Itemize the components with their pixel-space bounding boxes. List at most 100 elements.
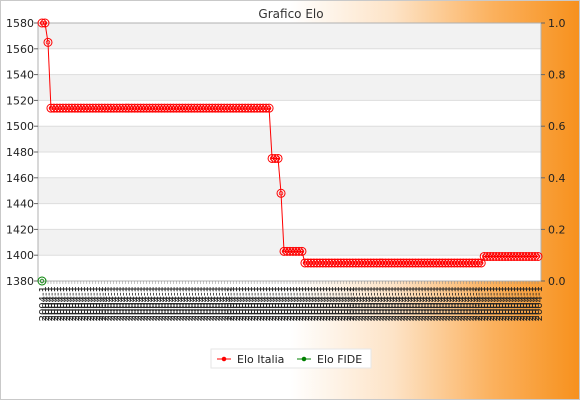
- elo-italia-point: [297, 246, 307, 256]
- x-tick-label: 2004-1: [178, 286, 189, 321]
- plot-band: [38, 152, 541, 178]
- x-tick-label: 2004-1: [358, 286, 369, 321]
- x-tick-label: 2004-1: [68, 286, 79, 321]
- x-tick-label: 2004-1: [379, 286, 390, 321]
- x-tick-label: 2004-1: [283, 286, 294, 321]
- x-tick-label: 2004-1: [328, 286, 339, 321]
- x-tick-label: 2004-1: [352, 286, 363, 321]
- elo-italia-point-inner: [266, 105, 272, 111]
- x-tick-label: 2004-1: [453, 286, 464, 321]
- elo-italia-point: [264, 103, 274, 113]
- x-tick-label: 2004-1: [388, 286, 399, 321]
- x-tick-label: 2004-1: [397, 286, 408, 321]
- x-tick-label: 2004-1: [462, 286, 473, 321]
- y-right-tick-label: 0.8: [548, 69, 566, 82]
- x-tick-label: 2004-1: [62, 286, 73, 321]
- x-tick-label: 2004-1: [507, 286, 518, 321]
- y-right-tick-label: 1.0: [548, 17, 566, 30]
- x-tick-label: 2004-1: [169, 286, 180, 321]
- legend-item-elo-italia: Elo Italia: [217, 353, 284, 366]
- x-tick-label: 2004-1: [468, 286, 479, 321]
- y-left-tick-label: 1520: [6, 94, 34, 107]
- plot-band: [38, 126, 541, 152]
- legend-marker-icon: [301, 356, 307, 362]
- x-tick-label: 2004-1: [343, 286, 354, 321]
- x-tick-label: 2004-1: [450, 286, 461, 321]
- x-tick-label: 2004-1: [420, 286, 431, 321]
- x-tick-label: 2004-1: [271, 286, 282, 321]
- x-tick-label: 2004-1: [232, 286, 243, 321]
- x-tick-label: 2004-1: [196, 286, 207, 321]
- x-tick-label: 2004-1: [313, 286, 324, 321]
- elo-italia-point-inner: [535, 254, 541, 259]
- elo-fide-point: [37, 276, 47, 286]
- x-tick-label: 2004-1: [163, 286, 174, 321]
- x-tick-label: 2004-1: [172, 286, 183, 321]
- x-tick-label: 2004-1: [184, 286, 195, 321]
- x-tick-label: 2004-1: [322, 286, 333, 321]
- x-tick-label: 2004-1: [101, 286, 112, 321]
- x-tick-label: 2004-1: [519, 286, 530, 321]
- x-tick-label: 2004-1: [175, 286, 186, 321]
- x-tick-label: 2004-1: [149, 286, 160, 321]
- y-left-tick-label: 1480: [6, 146, 34, 159]
- x-tick-label: 2004-1: [364, 286, 375, 321]
- x-tick-label: 2004-1: [307, 286, 318, 321]
- x-tick-label: 2004-1: [202, 286, 213, 321]
- x-tick-label: 2004-1: [361, 286, 372, 321]
- x-tick-label: 2004-1: [489, 286, 500, 321]
- x-tick-label: 2004-1: [80, 286, 91, 321]
- x-tick-label: 2004-1: [400, 286, 411, 321]
- x-tick-label: 2004-1: [44, 286, 55, 321]
- x-tick-label: 2004-1: [166, 286, 177, 321]
- elo-italia-point-inner: [272, 156, 278, 161]
- x-tick-label: 2004-1: [304, 286, 315, 321]
- x-tick-label: 2004-1: [429, 286, 440, 321]
- chart-title: Grafico Elo: [258, 7, 323, 21]
- x-tick-label: 2004-1: [140, 286, 151, 321]
- x-tick-label: 2004-1: [190, 286, 201, 321]
- x-tick-label: 2004-1: [205, 286, 216, 321]
- x-tick-label: 2004-1: [47, 286, 58, 321]
- elo-italia-point-inner: [39, 20, 45, 26]
- x-tick-label: 2004-1: [104, 286, 115, 321]
- x-tick-label: 2004-1: [370, 286, 381, 321]
- x-tick-label: 2004-1: [238, 286, 249, 321]
- x-tick-label: 2004-1: [301, 286, 312, 321]
- x-tick-label: 2004-1: [128, 286, 139, 321]
- x-tick-label: 2004-1: [477, 286, 488, 321]
- x-tick-label: 2004-1: [340, 286, 351, 321]
- x-tick-label: 2004-1: [411, 286, 422, 321]
- x-tick-label: 2004-1: [376, 286, 387, 321]
- elo-italia-series: [37, 18, 543, 268]
- x-tick-label: 2004-1: [143, 286, 154, 321]
- x-tick-label: 2004-1: [292, 286, 303, 321]
- elo-italia-point: [40, 18, 50, 28]
- elo-italia-point: [261, 103, 271, 113]
- y-axis-left: 1380 1400 1420 1440 1460 1480 1500 1520 1540 1560…: [6, 17, 38, 288]
- x-tick-label: 2004-1: [406, 286, 417, 321]
- x-tick-label: 2004-1: [158, 286, 169, 321]
- x-tick-label: 2004-1: [86, 286, 97, 321]
- x-tick-label: 2004-1: [253, 286, 264, 321]
- x-tick-label: 2004-1: [289, 286, 300, 321]
- series-layer: [37, 18, 543, 286]
- elo-italia-point: [530, 251, 540, 261]
- plot-band: [38, 48, 541, 75]
- plot-band: [38, 23, 541, 49]
- elo-italia-point-inner: [476, 260, 481, 266]
- y-right-tick-label: 0.4: [548, 172, 566, 185]
- x-tick-label: 2004-1: [423, 286, 434, 321]
- elo-italia-point-inner: [299, 249, 305, 254]
- elo-italia-point-inner: [263, 105, 269, 111]
- x-tick-label: 2004-1: [501, 286, 512, 321]
- x-tick-label: 2004-1: [486, 286, 497, 321]
- x-tick-label: 2004-1: [38, 286, 49, 321]
- x-tick-label: 2004-1: [137, 286, 148, 321]
- x-tick-label: 2004-1: [334, 286, 345, 321]
- legend-box: [210, 348, 372, 369]
- plot-band: [38, 203, 541, 230]
- x-tick-label: 2004-1: [50, 286, 61, 321]
